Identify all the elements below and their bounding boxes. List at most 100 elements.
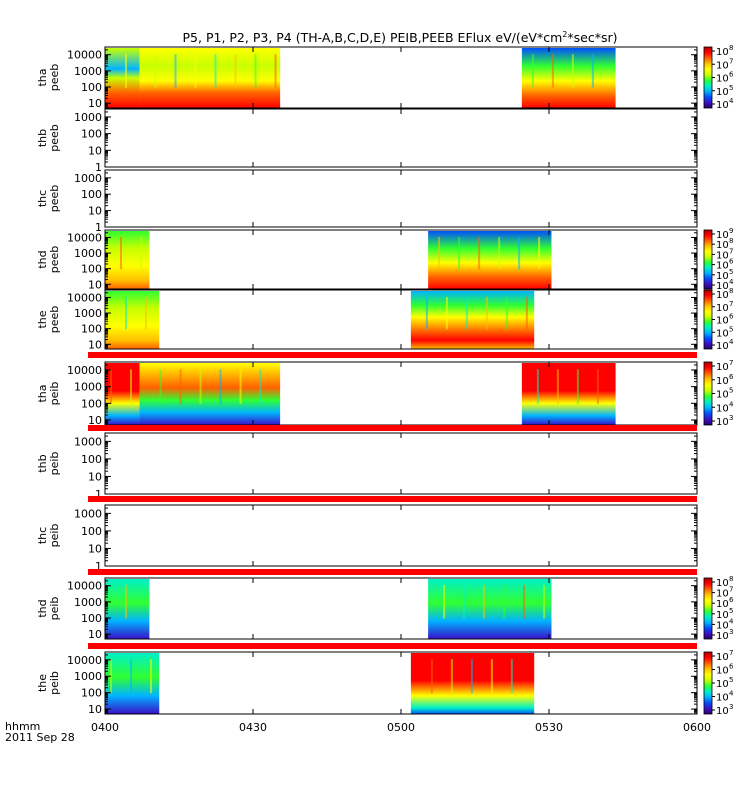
colorbar-tick-exponent: 7 <box>729 649 733 657</box>
y-tick-label: 10000 <box>67 580 102 593</box>
panel-sublabel: peeb <box>48 124 61 152</box>
spectrogram-stripe <box>130 369 132 404</box>
spectrogram-stripe <box>450 659 453 694</box>
colorbar-tick-exponent: 5 <box>729 387 733 395</box>
spectrogram-stripe <box>505 296 508 330</box>
panel-label: tha <box>36 68 49 86</box>
spectrogram-stripe <box>430 659 433 694</box>
spectrogram-segment <box>105 579 150 639</box>
spectrogram-stripe <box>125 296 127 330</box>
spectrogram-stripe <box>556 369 559 404</box>
colorbar-tick-exponent: 8 <box>729 287 733 295</box>
colorbar-tick-label: 10 <box>716 100 729 111</box>
colorbar-tick-label: 10 <box>716 281 729 292</box>
spectrogram-stripe <box>239 369 242 404</box>
panel-frame <box>104 108 698 168</box>
panel-sublabel: peib <box>48 452 61 476</box>
y-tick-label: 10000 <box>67 654 102 667</box>
panel-label: thd <box>36 250 49 268</box>
colorbar-tick-label: 10 <box>716 652 729 663</box>
colorbar-tick-exponent: 6 <box>729 663 734 671</box>
y-tick-label: 1000 <box>74 435 102 448</box>
spectrogram-stripe <box>159 369 162 404</box>
spectrogram-segment <box>139 363 281 425</box>
spectrogram-stripe <box>425 296 428 330</box>
panel-label: thb <box>36 129 49 147</box>
colorbar-tick-label: 10 <box>716 60 729 71</box>
spectrogram-stripe <box>445 296 448 330</box>
spectrogram-stripe <box>154 54 157 88</box>
panel-thc-peib: 1000 100 10 1 thc peib <box>36 496 698 573</box>
spectrogram-stripe <box>150 659 152 694</box>
y-tick-label: 1000 <box>74 65 102 78</box>
colorbar <box>703 577 713 640</box>
quality-bar <box>88 643 697 649</box>
spectrogram-stripe <box>140 236 142 270</box>
spectrogram-stripe <box>531 54 534 88</box>
colorbar-tick-exponent: 7 <box>729 247 733 255</box>
spectrogram-stripe <box>525 296 528 330</box>
x-axis-label: hhmm <box>5 720 40 733</box>
spectrogram-stripe <box>503 585 506 619</box>
colorbar-tick-label: 10 <box>716 679 729 690</box>
panel-frame <box>104 577 698 640</box>
y-tick-label: 1000 <box>74 670 102 683</box>
quality-bar <box>88 496 697 502</box>
colorbar-tick-exponent: 7 <box>729 586 733 594</box>
panel-frame <box>104 432 698 495</box>
y-tick-label: 1000 <box>74 172 102 185</box>
spectrogram-stripe <box>130 659 132 694</box>
spectrogram-segment <box>428 579 552 639</box>
colorbar-tick-exponent: 4 <box>729 338 734 346</box>
colorbar-tick-label: 10 <box>716 362 729 373</box>
y-tick-label: 100 <box>81 81 102 94</box>
colorbar-tick-label: 10 <box>716 666 729 677</box>
colorbar <box>703 651 713 715</box>
spectrogram-segment <box>105 48 140 108</box>
y-tick-label: 100 <box>81 397 102 410</box>
x-tick-label: 0400 <box>91 721 119 734</box>
spectrogram-stripe <box>458 236 461 270</box>
x-tick-label: 0430 <box>239 721 267 734</box>
spectrogram-stripe <box>145 296 147 330</box>
spectrogram-stripe <box>179 369 182 404</box>
colorbar-tick-exponent: 4 <box>729 400 734 408</box>
spectrogram-stripe <box>254 54 257 88</box>
colorbar-tick-label: 10 <box>716 390 729 401</box>
panel-sublabel: peib <box>48 597 61 621</box>
panel-frame <box>104 651 698 715</box>
spectrogram-stripe <box>483 585 486 619</box>
colorbar-tick-label: 10 <box>716 74 729 85</box>
spectrogram-stripe <box>536 369 539 404</box>
colorbar-tick-label: 10 <box>716 328 729 339</box>
colorbar <box>703 361 713 426</box>
colorbar-tick-exponent: 8 <box>729 575 733 583</box>
panel-thb-peeb: 1000 100 10 1 thb peeb <box>36 108 698 174</box>
spectrogram-stripe <box>551 54 554 88</box>
colorbar-tick-label: 10 <box>716 599 729 610</box>
quality-bar <box>88 425 697 431</box>
colorbar-tick-exponent: 3 <box>729 703 733 711</box>
y-tick-label: 1000 <box>74 507 102 520</box>
colorbar-tick-exponent: 6 <box>729 258 734 266</box>
colorbar-tick-label: 10 <box>716 610 729 621</box>
panel-sublabel: peib <box>48 382 61 406</box>
spectrogram-stripe <box>259 369 262 404</box>
colorbar-tick-label: 10 <box>716 230 729 241</box>
colorbar-tick-label: 10 <box>716 240 729 251</box>
spectrogram-segment <box>521 48 616 108</box>
colorbar-tick-label: 10 <box>716 403 729 414</box>
panel-label: thd <box>36 599 49 617</box>
spectrogram-stripe <box>443 585 446 619</box>
colorbar-tick-label: 10 <box>716 341 729 352</box>
spectrogram-stripe <box>214 54 217 88</box>
panel-thb-peib: 1000 100 10 1 thb peib <box>36 425 698 501</box>
colorbar-tick-exponent: 3 <box>729 414 733 422</box>
colorbar-tick-label: 10 <box>716 316 729 327</box>
colorbar-tick-label: 10 <box>716 631 729 642</box>
